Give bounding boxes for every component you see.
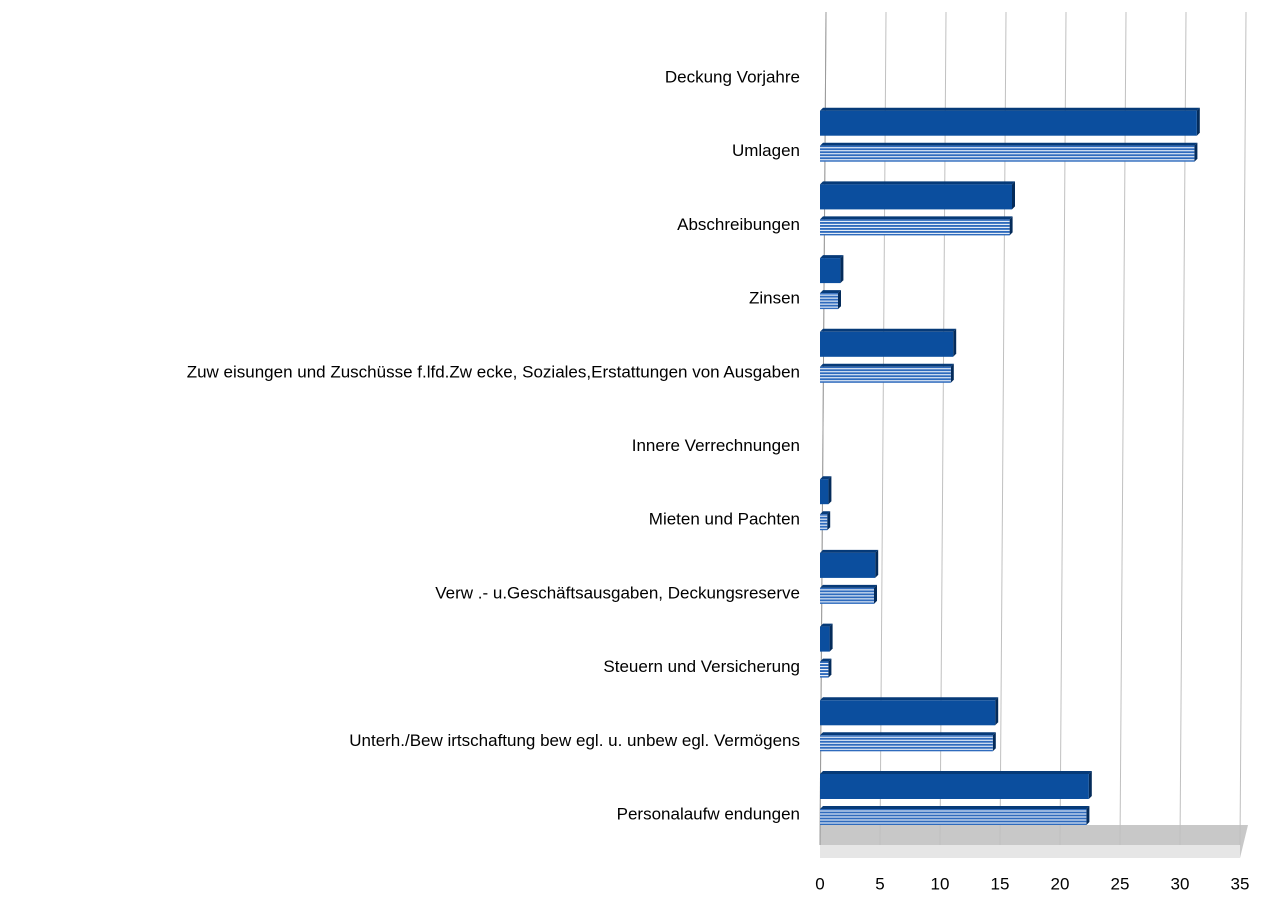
y-tick-label: Umlagen bbox=[732, 141, 800, 160]
bar bbox=[820, 328, 957, 357]
x-tick-label: 30 bbox=[1171, 874, 1190, 893]
bar-face bbox=[995, 697, 999, 726]
grid-line bbox=[1239, 11, 1247, 846]
bar bbox=[820, 549, 879, 578]
y-tick-label: Abschreibungen bbox=[677, 215, 800, 234]
bar bbox=[820, 290, 841, 310]
bar-face bbox=[1009, 216, 1013, 236]
bar-face bbox=[820, 258, 841, 284]
bar-face bbox=[820, 142, 1198, 146]
bar bbox=[820, 181, 1015, 210]
bar-face bbox=[1012, 181, 1015, 210]
bar-face bbox=[1086, 806, 1090, 825]
bar bbox=[820, 476, 832, 505]
bar-face bbox=[820, 806, 1090, 809]
bar bbox=[820, 658, 832, 678]
bar-face bbox=[820, 331, 954, 357]
bar bbox=[820, 697, 999, 726]
bar-face bbox=[820, 549, 879, 553]
bar-face bbox=[820, 623, 833, 627]
bar bbox=[820, 511, 831, 531]
bar-face bbox=[1088, 771, 1092, 799]
y-tick-label: Deckung Vorjahre bbox=[665, 67, 800, 86]
bar-face bbox=[1194, 142, 1198, 162]
bar-face bbox=[950, 363, 954, 383]
bar-face bbox=[953, 328, 957, 357]
bar-face bbox=[820, 363, 954, 367]
bar bbox=[820, 771, 1092, 799]
bar bbox=[820, 584, 877, 604]
bar-face bbox=[820, 584, 877, 588]
y-tick-label: Innere Verrechnungen bbox=[632, 436, 800, 455]
y-tick-label: Zuw eisungen und Zuschüsse f.lfd.Zw ecke… bbox=[187, 362, 800, 381]
grid-line bbox=[999, 11, 1007, 846]
grid-line bbox=[1059, 11, 1067, 846]
bar bbox=[820, 363, 954, 383]
bar bbox=[820, 732, 996, 752]
grid-line bbox=[1179, 11, 1187, 846]
bar bbox=[820, 107, 1200, 136]
bar-face bbox=[820, 697, 999, 701]
bar-face bbox=[820, 110, 1197, 136]
bar-face bbox=[840, 255, 844, 284]
y-tick-label: Steuern und Versicherung bbox=[603, 657, 800, 676]
bar-face bbox=[820, 216, 1013, 220]
bar bbox=[820, 806, 1090, 825]
bar bbox=[820, 255, 844, 284]
bar-face bbox=[829, 623, 833, 652]
y-tick-label: Personalaufw endungen bbox=[617, 804, 800, 823]
bar-face bbox=[838, 290, 841, 310]
bar-face bbox=[820, 255, 844, 259]
bar-face bbox=[820, 328, 957, 332]
bar-face bbox=[820, 479, 829, 505]
bar-face bbox=[820, 511, 831, 515]
bar-face bbox=[992, 732, 996, 752]
bar-face bbox=[1196, 107, 1200, 136]
bar-face bbox=[828, 476, 832, 505]
bar-face bbox=[820, 774, 1089, 799]
bar-face bbox=[820, 626, 830, 652]
bar bbox=[820, 623, 833, 652]
bar-face bbox=[828, 658, 832, 678]
grid-line bbox=[1119, 11, 1127, 846]
bar-face bbox=[820, 700, 996, 726]
y-tick-label: Verw .- u.Geschäftsausgaben, Deckungsres… bbox=[435, 583, 800, 602]
bar-face bbox=[875, 549, 879, 578]
floor-front bbox=[820, 845, 1240, 858]
bar-face bbox=[820, 184, 1012, 210]
y-tick-label: Mieten und Pachten bbox=[649, 510, 800, 529]
bar bbox=[820, 216, 1013, 236]
bar-face bbox=[820, 658, 832, 662]
bar-face bbox=[874, 584, 877, 604]
y-tick-label: Unterh./Bew irtschaftung bew egl. u. unb… bbox=[349, 731, 800, 750]
x-tick-label: 35 bbox=[1231, 874, 1250, 893]
bar-face bbox=[820, 290, 841, 294]
bar-face bbox=[820, 181, 1015, 185]
y-tick-label: Zinsen bbox=[749, 289, 800, 308]
bar-face bbox=[820, 552, 876, 578]
bar-face bbox=[820, 107, 1200, 111]
bar-face bbox=[820, 732, 996, 736]
bar-face bbox=[820, 771, 1092, 774]
bar-face bbox=[827, 511, 831, 531]
x-tick-label: 0 bbox=[815, 874, 824, 893]
bar bbox=[820, 142, 1198, 162]
x-tick-label: 10 bbox=[931, 874, 950, 893]
bar-face bbox=[820, 476, 832, 480]
x-tick-label: 20 bbox=[1051, 874, 1070, 893]
x-tick-label: 25 bbox=[1111, 874, 1130, 893]
x-tick-label: 15 bbox=[991, 874, 1010, 893]
x-tick-label: 5 bbox=[875, 874, 884, 893]
